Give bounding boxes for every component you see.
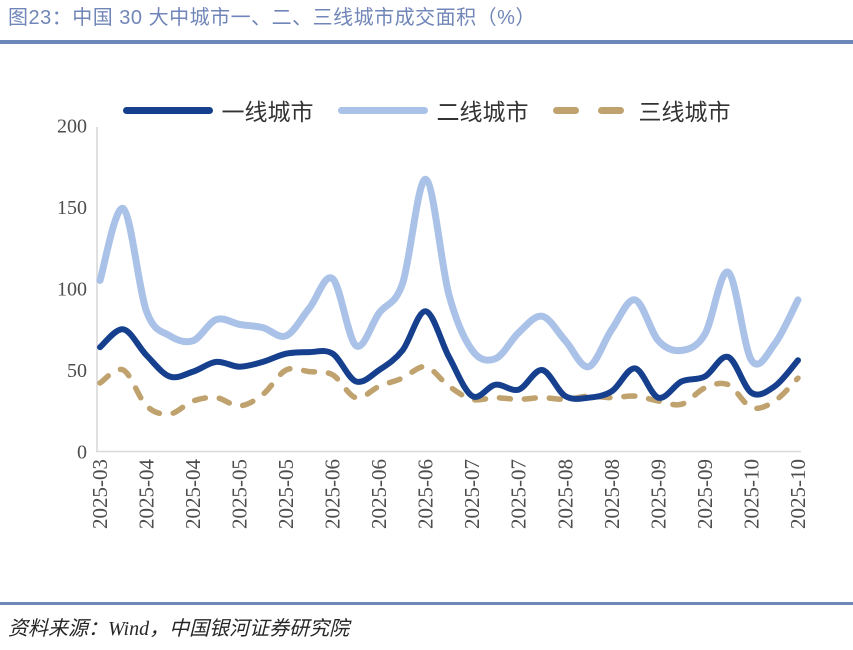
x-tick-label: 2025-04 xyxy=(181,459,205,529)
x-tick-label: 2025-03 xyxy=(88,459,112,529)
x-tick-label: 2025-06 xyxy=(414,459,438,529)
x-tick-label: 2025-07 xyxy=(507,459,531,529)
x-tick-label: 2025-04 xyxy=(134,459,158,529)
series-line-tier2 xyxy=(96,175,802,371)
figure-title: 图23：中国 30 大中城市一、二、三线城市成交面积（%） xyxy=(8,7,536,29)
legend-item-tier1: 一线城市 xyxy=(122,93,314,127)
tier3-dash-swatch xyxy=(552,106,624,114)
x-tick-label: 2025-06 xyxy=(367,459,391,529)
chart-axes xyxy=(96,127,801,453)
tier3-dash-2 xyxy=(597,106,624,114)
y-tick-label-100: 100 xyxy=(57,278,87,300)
legend-item-tier2: 二线城市 xyxy=(337,93,529,127)
x-tick-label: 2025-09 xyxy=(646,459,670,529)
y-tick-label-150: 150 xyxy=(57,197,87,219)
chart-series xyxy=(96,175,802,417)
legend-item-tier3: 三线城市 xyxy=(552,93,731,127)
footer-divider-rule xyxy=(0,602,853,605)
tier1-line-swatch xyxy=(122,106,213,114)
x-tick-label: 2025-10 xyxy=(786,459,810,529)
tier3-dash-1 xyxy=(552,106,579,114)
x-axis-tick-labels: 2025-03 2025-04 2025-04 2025-05 2025-05 2025-… xyxy=(88,459,810,529)
series-line-tier1 xyxy=(97,308,801,402)
legend-label-tier1: 一线城市 xyxy=(221,99,314,125)
series-line-tier3 xyxy=(97,363,801,417)
y-tick-label-50: 50 xyxy=(67,360,87,382)
x-tick-label: 2025-08 xyxy=(600,459,624,529)
chart-legend: 一线城市 二线城市 三线城市 xyxy=(0,94,853,126)
x-tick-label: 2025-09 xyxy=(693,459,717,529)
x-tick-label: 2025-05 xyxy=(274,459,298,529)
x-tick-label: 2025-10 xyxy=(739,459,763,529)
title-divider-rule xyxy=(0,40,853,44)
x-tick-label: 2025-05 xyxy=(228,459,252,529)
y-tick-label-0: 0 xyxy=(77,441,87,463)
tier2-line-swatch xyxy=(337,106,428,114)
legend-label-tier3: 三线城市 xyxy=(638,99,731,125)
y-tick-label-200: 200 xyxy=(57,115,87,137)
data-source-note: 资料来源：Wind，中国银河证券研究院 xyxy=(8,618,350,640)
legend-label-tier2: 二线城市 xyxy=(436,99,529,125)
x-tick-label: 2025-06 xyxy=(321,459,345,529)
x-tick-label: 2025-07 xyxy=(460,459,484,529)
x-tick-label: 2025-08 xyxy=(553,459,577,529)
y-axis-tick-labels: 0 50 100 150 200 xyxy=(57,115,87,463)
